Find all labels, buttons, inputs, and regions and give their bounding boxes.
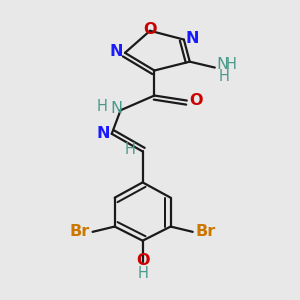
Text: O: O	[189, 93, 203, 108]
Text: N: N	[216, 57, 228, 72]
Text: H: H	[218, 70, 229, 85]
Text: N: N	[110, 101, 122, 116]
Text: H: H	[124, 142, 135, 158]
Text: H: H	[96, 99, 107, 114]
Text: N: N	[97, 126, 110, 141]
Text: Br: Br	[195, 224, 215, 239]
Text: N: N	[185, 31, 199, 46]
Text: N: N	[110, 44, 124, 59]
Text: O: O	[136, 253, 149, 268]
Text: O: O	[143, 22, 157, 37]
Text: Br: Br	[70, 224, 90, 239]
Text: H: H	[137, 266, 148, 280]
Text: H: H	[226, 57, 237, 72]
